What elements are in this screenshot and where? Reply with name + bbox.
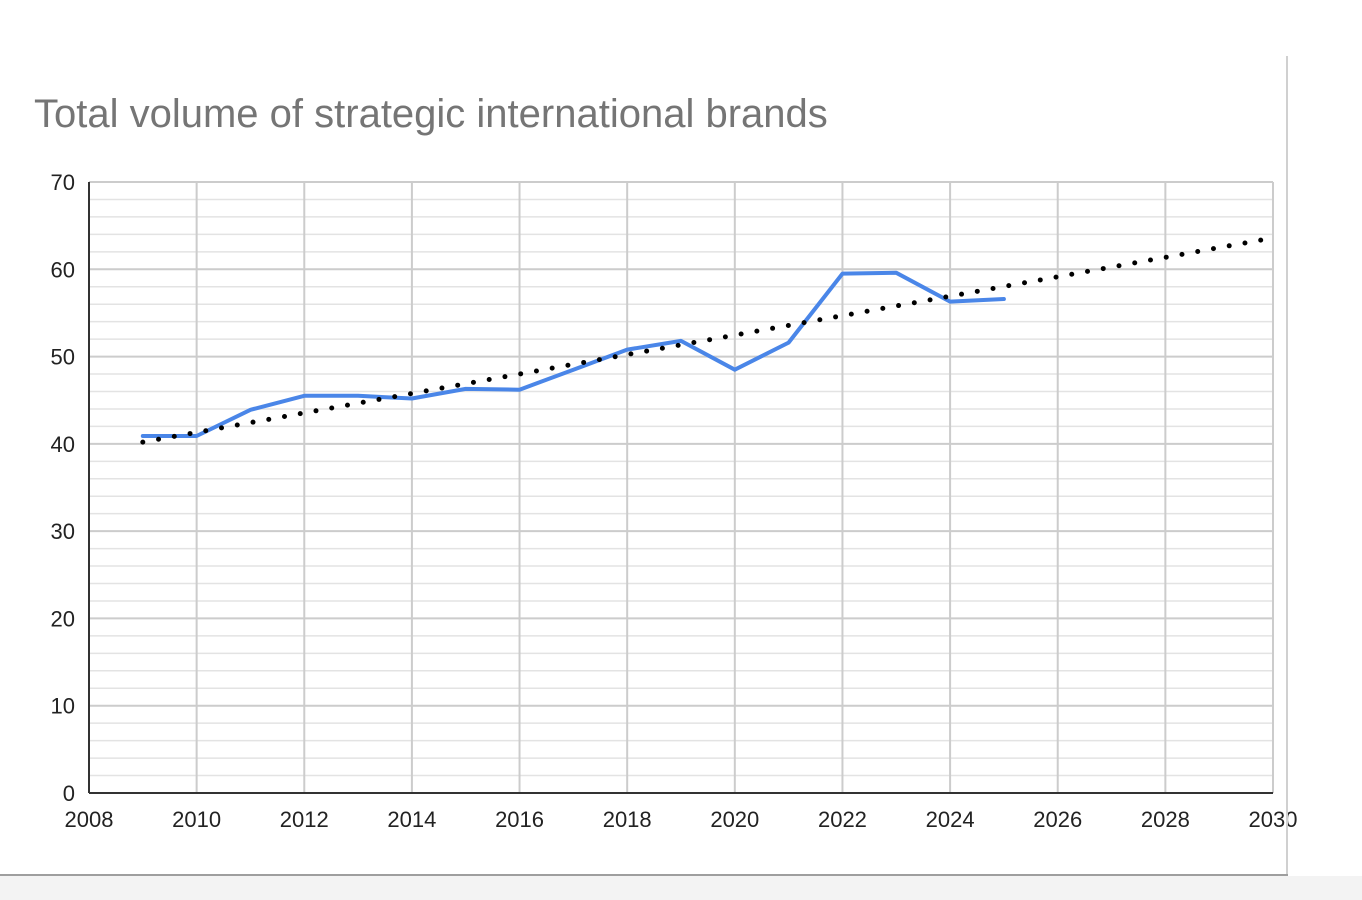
x-tick-label: 2016 — [495, 807, 544, 832]
x-tick-label: 2022 — [818, 807, 867, 832]
trendline — [140, 235, 1276, 445]
chart-title: Total volume of strategic international … — [34, 92, 828, 136]
x-tick-label: 2010 — [172, 807, 221, 832]
x-tick-label: 2008 — [65, 807, 114, 832]
x-tick-label: 2018 — [603, 807, 652, 832]
x-tick-label: 2012 — [280, 807, 329, 832]
x-tick-label: 2030 — [1249, 807, 1298, 832]
y-tick-label: 30 — [51, 519, 75, 544]
y-tick-label: 50 — [51, 345, 75, 370]
panel-divider — [1286, 56, 1288, 878]
x-tick-label: 2026 — [1033, 807, 1082, 832]
cut-off-row-strip — [0, 876, 1362, 900]
y-tick-label: 40 — [51, 432, 75, 457]
y-tick-label: 70 — [51, 170, 75, 195]
series-line — [140, 270, 1006, 438]
y-tick-label: 20 — [51, 606, 75, 631]
x-tick-label: 2024 — [926, 807, 975, 832]
y-tick-label: 10 — [51, 694, 75, 719]
x-tick-label: 2020 — [710, 807, 759, 832]
x-tick-label: 2028 — [1141, 807, 1190, 832]
panel-bottom-border — [0, 874, 1288, 876]
y-tick-label: 0 — [63, 781, 75, 806]
x-tick-label: 2014 — [387, 807, 436, 832]
y-tick-label: 60 — [51, 257, 75, 282]
